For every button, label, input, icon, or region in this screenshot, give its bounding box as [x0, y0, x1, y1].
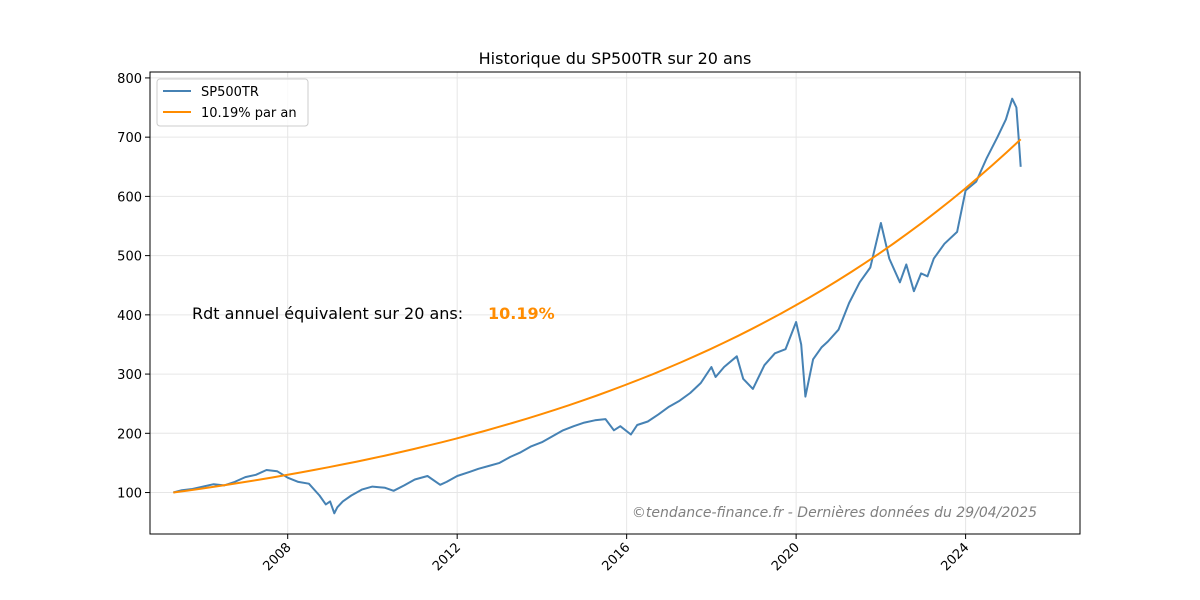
chart-title: Historique du SP500TR sur 20 ans: [479, 49, 752, 68]
grid: [150, 72, 1080, 534]
y-axis: 100 200 300 400 500 600 700 800: [117, 72, 150, 502]
y-tick-label: 700: [117, 131, 142, 146]
y-tick-label: 400: [117, 309, 142, 324]
legend: SP500TR 10.19% par an: [156, 78, 309, 127]
series-sp500tr-line: [173, 97, 1022, 515]
legend-label-sp500tr: SP500TR: [201, 85, 259, 100]
y-tick-label: 800: [117, 72, 142, 87]
y-tick-label: 200: [117, 427, 142, 442]
series-group: [173, 97, 1022, 515]
credit-text: ©tendance-finance.fr - Dernières données…: [632, 505, 1037, 521]
series-trend-line: [173, 138, 1022, 494]
annotation-value: 10.19%: [488, 304, 555, 323]
plot-frame: [149, 71, 1081, 535]
legend-label-trend: 10.19% par an: [201, 106, 297, 121]
legend-box: [156, 78, 309, 127]
annotation-label: Rdt annuel équivalent sur 20 ans:: [192, 304, 463, 323]
y-tick-label: 600: [117, 190, 142, 205]
y-tick-label: 300: [117, 368, 142, 383]
y-tick-label: 100: [117, 487, 142, 502]
y-tick-label: 500: [117, 250, 142, 265]
